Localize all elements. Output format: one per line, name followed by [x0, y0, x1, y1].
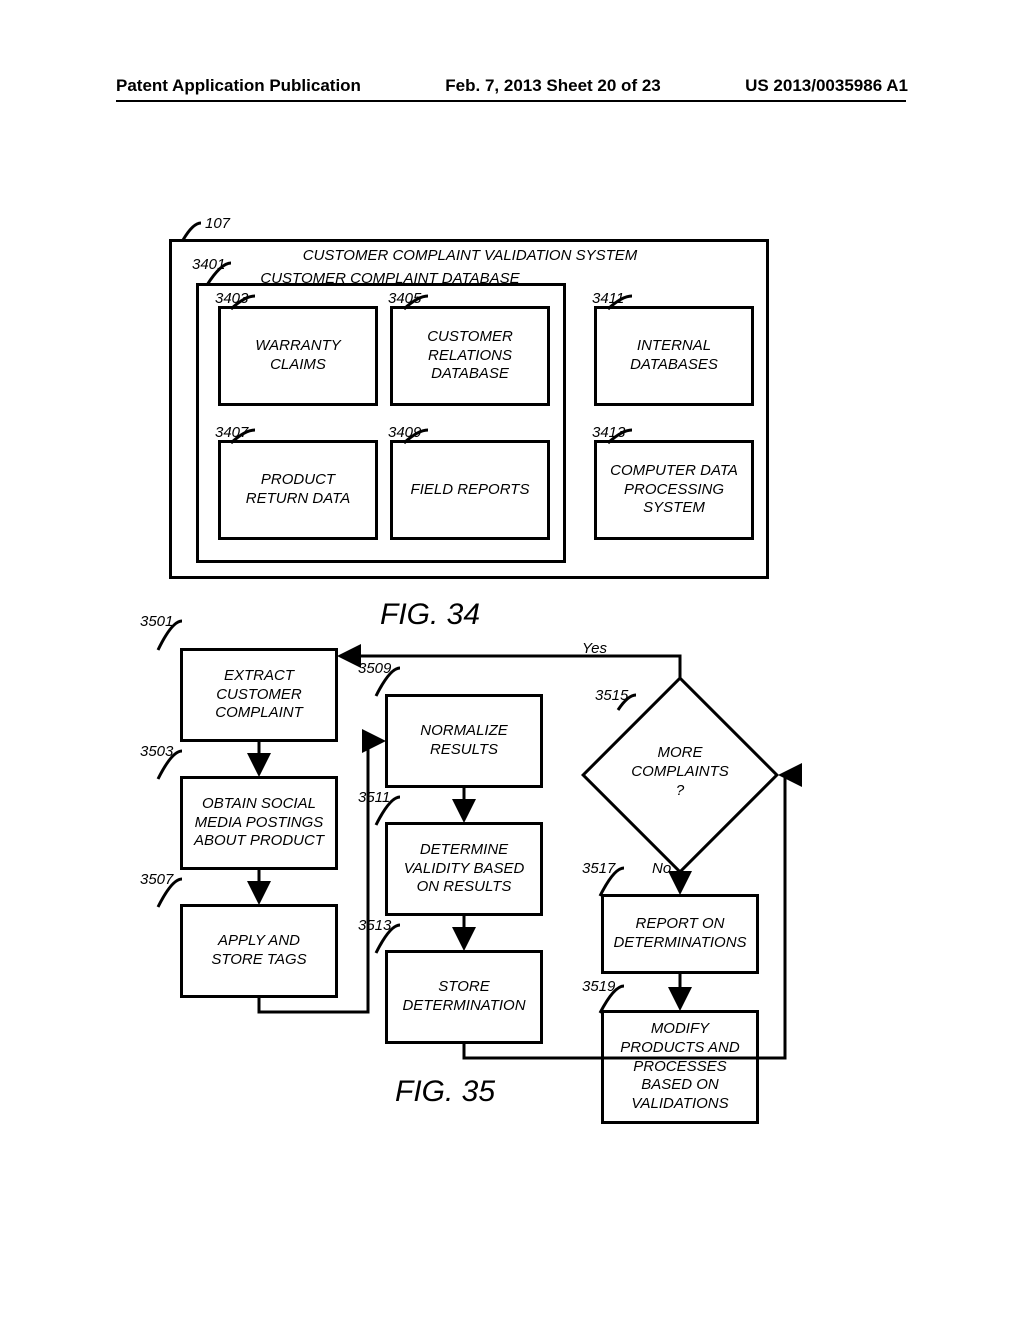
yes-label: Yes — [582, 640, 607, 657]
label-3403: WARRANTYCLAIMS — [255, 337, 341, 375]
no-label: No — [652, 860, 671, 877]
box-3511: DETERMINEVALIDITY BASEDON RESULTS — [385, 822, 543, 916]
box-3403: WARRANTYCLAIMS — [218, 306, 378, 406]
box-3513: STOREDETERMINATION — [385, 950, 543, 1044]
fig35-connectors — [0, 0, 1024, 1320]
ref-3503: 3503 — [140, 743, 173, 760]
ref-3405: 3405 — [388, 290, 421, 307]
fig34-outer-title: CUSTOMER COMPLAINT VALIDATION SYSTEM — [300, 247, 640, 264]
ref-3513: 3513 — [358, 917, 391, 934]
ref-3507: 3507 — [140, 871, 173, 888]
ref-3501: 3501 — [140, 613, 173, 630]
label-3411: INTERNALDATABASES — [630, 337, 718, 375]
label-3507: APPLY ANDSTORE TAGS — [211, 932, 306, 970]
fig35-caption: FIG. 35 — [395, 1075, 495, 1109]
header-rule — [116, 100, 906, 102]
label-3519: MODIFYPRODUCTS ANDPROCESSESBASED ONVALID… — [620, 1020, 739, 1114]
label-3511: DETERMINEVALIDITY BASEDON RESULTS — [404, 841, 525, 897]
ref-3407: 3407 — [215, 424, 248, 441]
box-3407: PRODUCTRETURN DATA — [218, 440, 378, 540]
label-3513: STOREDETERMINATION — [402, 978, 525, 1016]
label-3503: OBTAIN SOCIALMEDIA POSTINGSABOUT PRODUCT — [194, 795, 324, 851]
fig34-inner-title: CUSTOMER COMPLAINT DATABASE — [250, 270, 530, 287]
label-3517: REPORT ONDETERMINATIONS — [613, 915, 746, 953]
box-3413: COMPUTER DATAPROCESSINGSYSTEM — [594, 440, 754, 540]
page: Patent Application Publication Feb. 7, 2… — [0, 0, 1024, 1320]
box-3519: MODIFYPRODUCTS ANDPROCESSESBASED ONVALID… — [601, 1010, 759, 1124]
ref-3515: 3515 — [595, 687, 628, 704]
label-3501: EXTRACTCUSTOMERCOMPLAINT — [215, 667, 303, 723]
box-3411: INTERNALDATABASES — [594, 306, 754, 406]
ref-3401: 3401 — [192, 256, 225, 273]
header-right: US 2013/0035986 A1 — [745, 76, 908, 96]
ref-3519: 3519 — [582, 978, 615, 995]
ref-3509: 3509 — [358, 660, 391, 677]
label-3515: MORECOMPLAINTS? — [620, 744, 740, 800]
box-3517: REPORT ONDETERMINATIONS — [601, 894, 759, 974]
box-3503: OBTAIN SOCIALMEDIA POSTINGSABOUT PRODUCT — [180, 776, 338, 870]
box-3409: FIELD REPORTS — [390, 440, 550, 540]
box-3501: EXTRACTCUSTOMERCOMPLAINT — [180, 648, 338, 742]
box-3507: APPLY ANDSTORE TAGS — [180, 904, 338, 998]
ref-107: 107 — [205, 215, 230, 232]
box-3405: CUSTOMERRELATIONSDATABASE — [390, 306, 550, 406]
box-3509: NORMALIZERESULTS — [385, 694, 543, 788]
header-left: Patent Application Publication — [116, 76, 361, 96]
ref-3413: 3413 — [592, 424, 625, 441]
ref-3411: 3411 — [592, 290, 624, 307]
label-3407: PRODUCTRETURN DATA — [246, 471, 350, 509]
ref-3517: 3517 — [582, 860, 615, 877]
label-3509: NORMALIZERESULTS — [420, 722, 508, 760]
ref-3409: 3409 — [388, 424, 421, 441]
ref-3403: 3403 — [215, 290, 248, 307]
label-3405: CUSTOMERRELATIONSDATABASE — [427, 328, 513, 384]
header-center: Feb. 7, 2013 Sheet 20 of 23 — [445, 76, 660, 96]
label-3409: FIELD REPORTS — [411, 481, 530, 500]
page-header: Patent Application Publication Feb. 7, 2… — [0, 76, 1024, 96]
label-3413: COMPUTER DATAPROCESSINGSYSTEM — [610, 462, 738, 518]
fig34-caption: FIG. 34 — [380, 598, 480, 632]
ref-3511: 3511 — [358, 789, 390, 806]
